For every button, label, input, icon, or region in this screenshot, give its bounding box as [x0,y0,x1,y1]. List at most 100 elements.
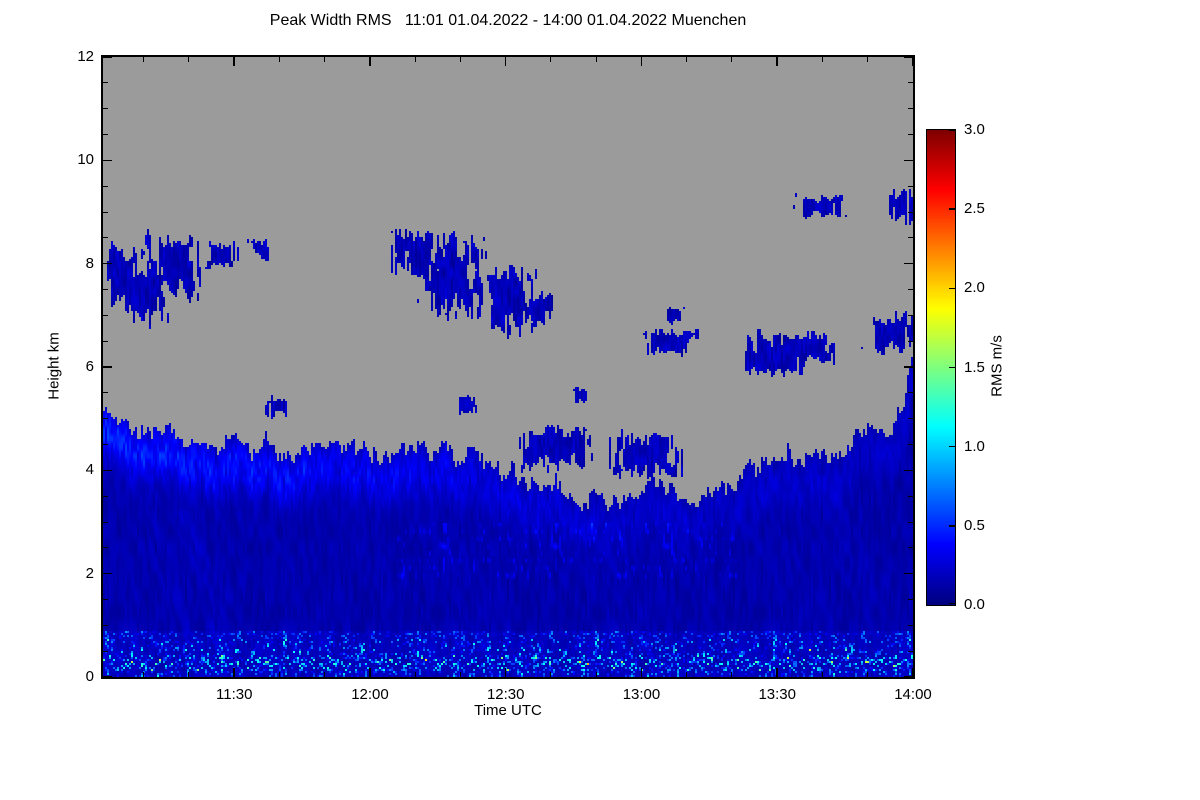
y-minor-tick [103,418,108,420]
x-tick-mark [369,668,371,677]
y-tick-mark [103,469,112,472]
y-minor-tick [103,521,108,523]
y-minor-tick [103,624,108,626]
y-minor-tick-right [908,547,913,549]
y-minor-tick-right [908,237,913,239]
y-minor-tick [103,340,108,342]
x-minor-tick-top [278,57,280,62]
y-minor-tick-right [908,82,913,84]
x-tick-mark [233,668,235,677]
y-minor-tick-right [908,185,913,187]
y-minor-tick [103,547,108,549]
y-tick-mark [103,366,112,368]
y-minor-tick-right [908,650,913,652]
y-tick-mark [103,676,112,678]
x-tick-mark-top [776,57,778,66]
y-minor-tick-right [908,418,913,420]
y-tick-mark [103,262,112,265]
x-minor-tick [595,672,597,677]
x-minor-tick-top [595,57,597,62]
y-minor-tick [103,134,108,135]
y-tick-label: 6 [85,358,94,375]
x-minor-tick-top [867,57,869,62]
x-axis-label: Time UTC [474,702,542,719]
y-tick-mark-right [904,262,913,265]
y-minor-tick [103,211,108,213]
y-minor-tick-right [908,314,913,316]
y-tick-mark-right [904,469,913,472]
y-tick-mark-right [904,572,913,575]
chart-title: Peak Width RMS 11:01 01.04.2022 - 14:00 … [269,12,747,29]
y-minor-tick-right [908,599,913,600]
x-minor-tick [550,672,552,677]
x-minor-tick [143,672,145,677]
y-minor-tick [103,289,108,290]
y-tick-label: 8 [85,254,94,272]
x-tick-mark [912,668,914,677]
x-tick-mark-top [369,57,371,66]
y-minor-tick-right [908,444,913,445]
y-tick-mark-right [904,56,913,58]
x-minor-tick [459,672,461,677]
x-minor-tick [278,672,280,677]
x-minor-tick-top [686,57,688,62]
x-minor-tick-top [731,57,733,62]
x-minor-tick [324,672,326,677]
y-tick-mark-right [904,676,913,678]
y-tick-mark [103,159,112,162]
y-minor-tick [103,185,108,187]
y-tick-label: 10 [77,151,94,169]
x-tick-mark-top [640,57,643,66]
y-minor-tick-right [908,340,913,342]
y-minor-tick [103,82,108,84]
y-minor-tick-right [908,108,913,110]
y-minor-tick-right [908,495,913,497]
colorbar-tick-mark [949,129,955,131]
x-minor-tick [686,672,688,677]
x-minor-tick [188,672,190,677]
y-tick-mark [103,572,112,575]
y-tick-label: 0 [85,668,94,685]
colorbar-tick-label: 0.5 [964,516,985,534]
x-minor-tick [414,672,416,677]
colorbar-tick-mark [949,602,955,605]
colorbar-tick-label: 3.0 [964,121,985,138]
x-tick-mark [640,668,643,677]
x-tick-label: 13:30 [758,686,796,703]
colorbar-tick-mark [949,208,955,210]
colorbar-tick-mark [949,445,955,448]
y-minor-tick-right [908,392,913,394]
colorbar-tick-label: 1.0 [964,437,985,455]
colorbar-tick-label: 1.5 [964,358,985,376]
y-minor-tick [103,392,108,394]
y-tick-mark [103,56,112,58]
x-minor-tick [867,672,869,677]
y-tick-label: 12 [77,48,94,65]
x-tick-mark [776,668,778,677]
y-minor-tick-right [908,624,913,626]
y-minor-tick [103,650,108,652]
x-tick-label: 14:00 [894,686,932,703]
x-tick-mark-top [504,57,507,66]
colorbar-tick-mark [949,525,955,527]
y-minor-tick [103,495,108,497]
colorbar-frame [926,129,956,606]
colorbar-tick-label: 2.5 [964,200,985,218]
x-tick-mark-top [912,57,914,66]
y-minor-tick [103,108,108,110]
colorbar-tick-mark [949,287,955,290]
x-minor-tick-top [821,57,823,62]
y-tick-label: 2 [85,564,94,582]
x-minor-tick-top [459,57,461,62]
y-minor-tick [103,237,108,239]
y-minor-tick-right [908,211,913,213]
heatmap-canvas [103,57,913,677]
plot-frame [101,55,915,679]
colorbar-tick-label: 0.0 [964,596,985,613]
x-tick-mark-top [233,57,235,66]
y-tick-mark-right [904,159,913,162]
x-tick-label: 12:00 [351,686,389,703]
y-minor-tick-right [908,521,913,523]
x-minor-tick [731,672,733,677]
